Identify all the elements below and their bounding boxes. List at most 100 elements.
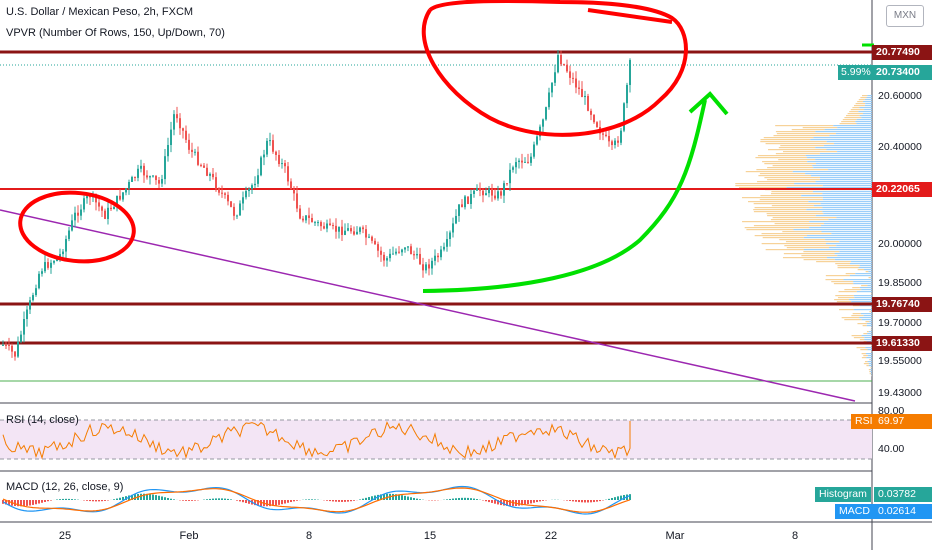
macd-histogram-bar <box>161 496 163 500</box>
candle-body <box>215 177 217 189</box>
macd-histogram-bar <box>41 500 43 503</box>
volume-profile-bar <box>803 237 872 239</box>
candle-body <box>125 188 127 193</box>
volume-profile-bar <box>869 311 872 313</box>
candle-body <box>164 156 166 180</box>
candle-body <box>347 228 349 231</box>
volume-profile-bar <box>794 183 872 185</box>
candle-body <box>299 208 301 219</box>
macd-histogram-bar <box>575 500 577 502</box>
macd-histogram-bar <box>131 494 133 500</box>
macd-histogram-bar <box>143 493 145 500</box>
macd-histogram-bar <box>260 500 262 507</box>
candle-body <box>278 154 280 165</box>
volume-profile-bar <box>739 187 787 189</box>
volume-profile-bar <box>844 289 862 291</box>
macd-histogram-bar <box>518 500 520 506</box>
volume-profile-bar <box>786 247 830 249</box>
candle-body <box>242 197 244 204</box>
macd-histogram-bar <box>524 500 526 505</box>
volume-profile-bar <box>868 365 872 367</box>
annotation-stroke-top[interactable] <box>587 8 673 24</box>
macd-histogram-bar <box>572 500 574 502</box>
macd-title[interactable]: MACD (12, 26, close, 9) <box>6 481 124 493</box>
volume-profile-bar <box>753 209 807 211</box>
candle-body <box>290 181 292 190</box>
volume-profile-bar <box>760 139 811 141</box>
macd-histogram-bar <box>347 500 349 502</box>
candle-body <box>128 181 130 189</box>
volume-profile-bar <box>825 275 850 277</box>
volume-profile-bar <box>862 325 867 327</box>
macd-histogram-bar <box>455 498 457 500</box>
volume-profile-bar <box>852 107 860 109</box>
macd-histogram-bar <box>113 499 115 500</box>
volume-profile-bar <box>845 273 856 275</box>
candle-body <box>437 255 439 258</box>
candle-body <box>8 344 10 346</box>
rsi-title[interactable]: RSI (14, close) <box>6 414 79 426</box>
volume-profile-bar <box>861 353 867 355</box>
candle-body <box>593 114 595 123</box>
macd-histogram-bar <box>140 493 142 500</box>
volume-profile-bar <box>822 193 872 195</box>
candle-body <box>323 226 325 229</box>
volume-profile-bar <box>771 193 823 195</box>
macd-histogram-bar <box>158 495 160 500</box>
macd-histogram-bar <box>470 498 472 500</box>
volume-profile-bar <box>761 243 826 245</box>
volume-profile-bar <box>844 117 862 119</box>
macd-histogram-bar <box>293 500 295 502</box>
volume-profile-bar <box>802 127 838 129</box>
annotation-arrow-head[interactable] <box>688 91 729 116</box>
macd-histogram-bar <box>98 500 100 502</box>
volume-profile-bar <box>866 325 872 327</box>
volume-profile-bar <box>783 253 835 255</box>
annotation-arrow-green[interactable] <box>422 99 707 293</box>
time-axis-label: Mar <box>665 530 685 542</box>
macd-histogram-bar <box>593 500 595 503</box>
volume-profile-bar <box>864 99 872 101</box>
currency-button[interactable]: MXN <box>886 5 924 27</box>
volume-profile-bar <box>839 309 854 311</box>
volume-profile-bar <box>853 295 872 297</box>
macd-histogram-bar <box>419 499 421 500</box>
macd-histogram-bar <box>119 497 121 500</box>
price-axis-label: 19.70000 <box>878 317 922 329</box>
candle-body <box>254 183 256 186</box>
volume-profile-bar <box>860 313 872 315</box>
vpvr-indicator-title[interactable]: VPVR (Number Of Rows, 150, Up/Down, 70) <box>6 27 225 39</box>
volume-profile-bar <box>761 233 832 235</box>
candle-body <box>269 140 271 142</box>
annotation-circle-left[interactable] <box>17 187 137 267</box>
volume-profile-bar <box>861 285 868 287</box>
macd-histogram-bar <box>449 498 451 500</box>
annotation-circle-top[interactable] <box>421 0 688 137</box>
volume-profile-bar <box>868 363 872 365</box>
candle-body <box>302 218 304 221</box>
candle-body <box>200 164 202 166</box>
volume-profile-bar <box>821 231 872 233</box>
candle-body <box>605 134 607 136</box>
macd-histogram-bar <box>182 500 184 501</box>
trend-line[interactable] <box>0 209 856 402</box>
macd-histogram-bar <box>290 500 292 503</box>
macd-histogram-bar <box>536 500 538 503</box>
macd-histogram-bar <box>401 495 403 500</box>
volume-profile-bar <box>857 101 863 103</box>
volume-profile-bar <box>839 251 872 253</box>
price-axis-label: 19.85000 <box>878 277 922 289</box>
macd-histogram-bar <box>578 500 580 503</box>
volume-profile-bar <box>778 147 816 149</box>
macd-histogram-bar <box>20 500 22 507</box>
candle-body <box>623 103 625 131</box>
macd-histogram-bar <box>104 500 106 501</box>
macd-histogram-bar <box>245 500 247 504</box>
volume-profile-bar <box>776 133 836 135</box>
macd-histogram-bar <box>71 499 73 500</box>
candle-body <box>464 196 466 208</box>
volume-profile-bar <box>816 261 851 263</box>
macd-histogram-bar <box>596 500 598 502</box>
volume-profile-bar <box>849 299 872 301</box>
